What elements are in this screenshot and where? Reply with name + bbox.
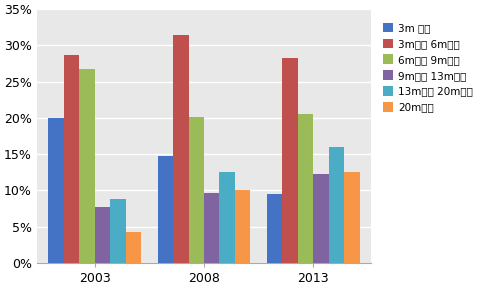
Bar: [234, 190, 250, 263]
Bar: [110, 199, 125, 263]
Bar: [95, 207, 110, 263]
Bar: [79, 68, 95, 263]
Bar: [64, 55, 79, 263]
Bar: [125, 232, 141, 263]
Bar: [343, 172, 359, 263]
Bar: [219, 172, 234, 263]
Bar: [188, 117, 204, 263]
Bar: [266, 194, 282, 263]
Bar: [48, 118, 64, 263]
Bar: [157, 155, 173, 263]
Bar: [312, 174, 328, 263]
Bar: [282, 58, 297, 263]
Legend: 3m 미만, 3m이상 6m미만, 6m이상 9m미만, 9m이상 13m미만, 13m이상 20m미만, 20m이상: 3m 미만, 3m이상 6m미만, 6m이상 9m미만, 9m이상 13m미만,…: [379, 19, 476, 116]
Bar: [297, 114, 312, 263]
Bar: [204, 192, 219, 263]
Bar: [328, 147, 343, 263]
Bar: [173, 34, 188, 263]
